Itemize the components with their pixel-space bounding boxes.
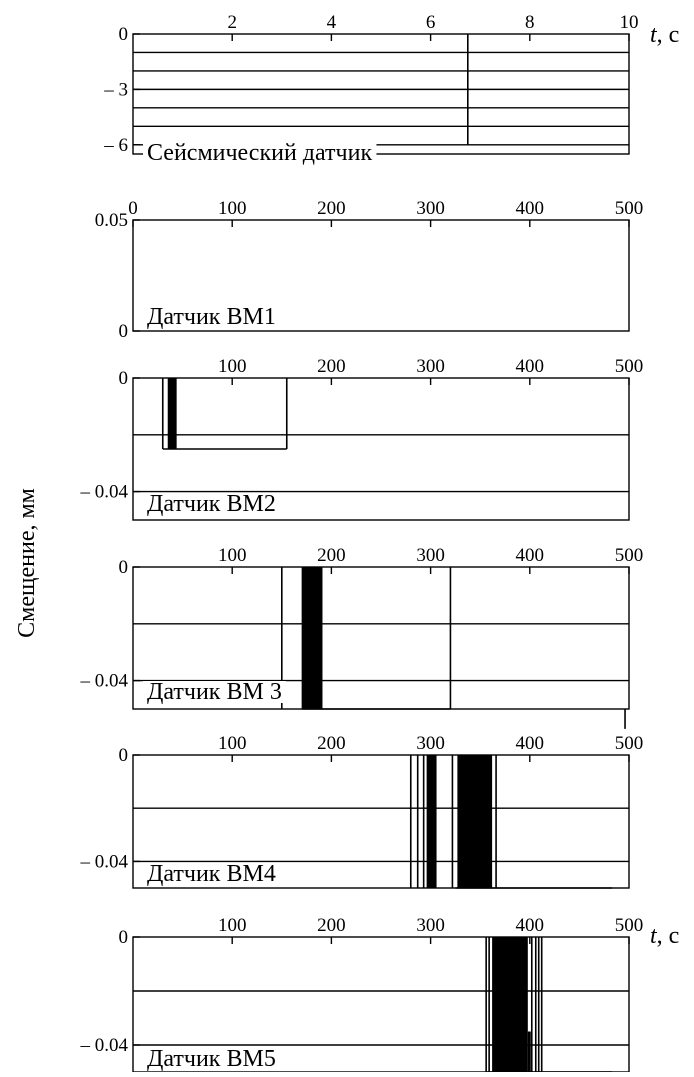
y-tick-label: 0 — [119, 927, 129, 948]
x-tick-label: 400 — [516, 356, 545, 377]
signal-burst — [426, 755, 437, 888]
sensor-name-label: Датчик ВМ2 — [147, 491, 276, 517]
x-tick-label: 300 — [416, 545, 445, 566]
y-tick-label: – 0.04 — [80, 851, 129, 872]
label-background — [143, 681, 286, 703]
y-tick-label: 0.05 — [95, 210, 128, 231]
signal-burst — [492, 937, 528, 1072]
x-tick-label: 100 — [218, 198, 247, 219]
label-background — [143, 493, 280, 515]
x-tick-label: 200 — [317, 915, 346, 936]
x-axis-unit-label-bottom: t, с — [650, 923, 679, 949]
x-tick-label: 100 — [218, 356, 247, 377]
y-tick-label: 0 — [119, 24, 129, 45]
x-tick-label: 400 — [516, 545, 545, 566]
x-tick-label: 300 — [416, 356, 445, 377]
panel-frame — [132, 219, 630, 332]
y-tick-label: – 0.04 — [80, 1035, 129, 1056]
x-tick-label: 100 — [218, 733, 247, 754]
panel-frame — [132, 33, 630, 155]
x-tick-label: 200 — [317, 198, 346, 219]
x-tick-label: 500 — [615, 545, 644, 566]
x-tick-label: 200 — [317, 356, 346, 377]
x-tick-label: 500 — [615, 356, 644, 377]
x-tick-label: 2 — [227, 12, 237, 33]
y-tick-label: – 6 — [103, 135, 128, 156]
panel-3: 100 200 300 400 500 0 – 0.04 Датчик ВМ2 — [80, 356, 644, 521]
x-tick-label: 300 — [416, 198, 445, 219]
signal-burst — [167, 378, 177, 449]
x-tick-label: 10 — [620, 12, 639, 33]
y-tick-label: – 0.04 — [80, 482, 129, 503]
x-tick-label: 6 — [426, 12, 436, 33]
y-tick-label: 0 — [119, 745, 129, 766]
x-tick-label: 400 — [516, 915, 545, 936]
x-tick-label: 200 — [317, 733, 346, 754]
panel-4: 100 200 300 400 500 0 – 0.04 Датчик ВМ 3 — [80, 545, 644, 729]
x-tick-label: 100 — [218, 545, 247, 566]
x-tick-label: 400 — [516, 198, 545, 219]
sensor-name-label: Датчик ВМ5 — [147, 1046, 276, 1072]
label-background — [143, 1048, 280, 1070]
x-tick-label: 500 — [615, 198, 644, 219]
y-tick-label: 0 — [119, 557, 129, 578]
x-tick-label: 500 — [615, 915, 644, 936]
x-tick-label: 500 — [615, 733, 644, 754]
x-axis-unit-label-top: t, с — [650, 22, 679, 48]
x-tick-label: 100 — [218, 915, 247, 936]
x-tick-label: 200 — [317, 545, 346, 566]
y-tick-label: 0 — [119, 368, 129, 389]
y-tick-label: – 0.04 — [80, 671, 129, 692]
y-tick-label: – 3 — [103, 79, 128, 100]
y-axis-label: Смещение, мм — [14, 488, 40, 638]
label-background — [143, 142, 377, 164]
sensor-name-label: Датчик ВМ4 — [147, 861, 276, 887]
x-tick-label: 8 — [525, 12, 535, 33]
panel-5: 100 200 300 400 500 0 – 0.04 Датчик ВМ4 — [80, 733, 644, 889]
panel-frame — [132, 754, 630, 889]
panel-1: 2 4 6 8 10 0 – 3 – 6 Сейсмический датчик — [103, 12, 638, 166]
x-tick-label: 0 — [128, 198, 138, 219]
sensor-name-label: Датчик ВМ1 — [147, 304, 276, 330]
panel-6: 100 200 300 400 500 0 – 0.04 Датчик ВМ5 — [80, 915, 644, 1073]
x-tick-label: 300 — [416, 915, 445, 936]
label-background — [143, 863, 280, 885]
signal-burst — [301, 567, 323, 709]
sensor-name-label: Сейсмический датчик — [147, 140, 372, 166]
signal-burst — [457, 755, 493, 888]
x-tick-label: 400 — [516, 733, 545, 754]
y-tick-label: 0 — [119, 321, 129, 342]
signal-burst — [527, 1031, 531, 1072]
x-tick-label: 4 — [327, 12, 337, 33]
x-tick-label: 300 — [416, 733, 445, 754]
label-background — [143, 306, 280, 328]
panel-frame — [132, 377, 630, 521]
sensor-name-label: Датчик ВМ 3 — [147, 679, 282, 705]
